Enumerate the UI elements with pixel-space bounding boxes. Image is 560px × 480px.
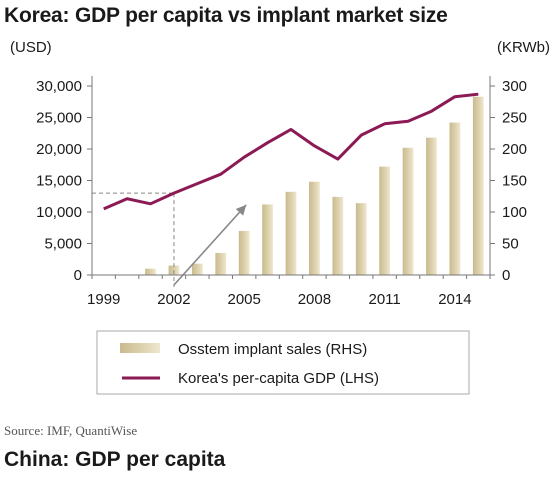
x-tick-label: 2002	[157, 291, 190, 308]
next-section-title: China: GDP per capita	[4, 448, 226, 471]
right-tick-label: 300	[502, 78, 527, 95]
left-tick-label: 25,000	[36, 110, 82, 127]
gdp-line	[103, 92, 479, 211]
bar	[355, 203, 367, 275]
x-tick-label: 2014	[438, 291, 471, 308]
right-tick-label: 200	[502, 141, 527, 158]
bar	[238, 230, 250, 275]
left-tick-label: 10,000	[36, 204, 82, 221]
bar	[332, 196, 344, 275]
legend-label-line: Korea's per-capita GDP (LHS)	[178, 370, 379, 387]
left-tick-label: 30,000	[36, 78, 82, 95]
bar	[472, 96, 484, 276]
source-note: Source: IMF, QuantiWise	[4, 423, 138, 438]
bar-series-layer	[145, 96, 484, 276]
legend-swatch-bar	[120, 343, 160, 353]
right-tick-label: 150	[502, 173, 527, 190]
bar	[285, 191, 297, 275]
x-tick-label: 2011	[369, 291, 401, 308]
left-axis-unit: (USD)	[10, 39, 52, 56]
legend: Osstem implant sales (RHS) Korea's per-ca…	[96, 330, 470, 395]
left-tick-label: 15,000	[36, 173, 82, 190]
chart-canvas: 0 5,000 10,000 15,000 20,000 25,000 30,000 0 50 1…	[10, 39, 550, 395]
right-tick-label: 0	[502, 267, 510, 284]
line-series-layer	[103, 92, 479, 211]
right-axis-unit: (KRWb)	[497, 39, 550, 56]
bar	[262, 204, 273, 275]
bar	[191, 263, 203, 275]
bar	[379, 166, 391, 275]
bar	[402, 147, 414, 275]
bar	[215, 252, 227, 275]
left-tick-label: 20,000	[36, 141, 82, 158]
bar	[145, 268, 156, 275]
x-tick-label: 2005	[227, 291, 260, 308]
left-tick-label: 5,000	[44, 236, 82, 253]
bar	[426, 137, 437, 275]
trend-arrow-head	[235, 204, 247, 216]
bar	[309, 181, 320, 275]
right-tick-label: 100	[502, 204, 527, 221]
x-tick-label: 2008	[298, 291, 331, 308]
bar	[449, 122, 461, 275]
legend-box	[96, 330, 470, 395]
legend-label-bar: Osstem implant sales (RHS)	[178, 341, 367, 358]
x-tick-label: 1999	[87, 291, 120, 308]
trend-arrow-shaft	[173, 204, 247, 286]
left-tick-label: 0	[74, 267, 82, 284]
axis-layer: 0 5,000 10,000 15,000 20,000 25,000 30,000 0 50 1…	[10, 39, 550, 308]
chart-title: Korea: GDP per capita vs implant market …	[4, 4, 448, 27]
annotation-layer	[92, 192, 247, 287]
right-tick-label: 250	[502, 110, 527, 127]
right-tick-label: 50	[502, 236, 519, 253]
